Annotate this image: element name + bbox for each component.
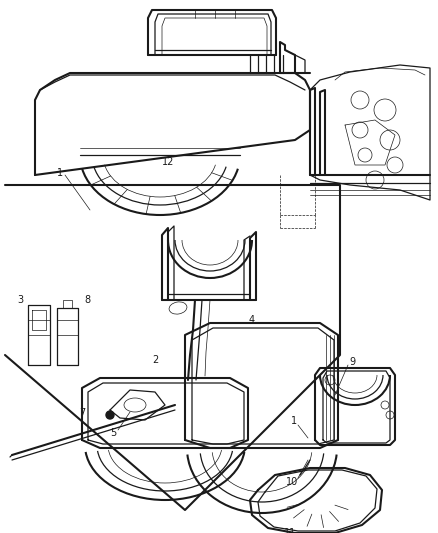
Text: 3: 3	[17, 295, 23, 305]
Text: 1: 1	[291, 416, 297, 426]
Text: 8: 8	[84, 295, 90, 305]
Text: 7: 7	[79, 408, 85, 418]
Text: 2: 2	[152, 355, 158, 365]
Text: 5: 5	[110, 428, 116, 438]
Text: 1: 1	[57, 168, 63, 178]
Text: 12: 12	[162, 157, 174, 167]
Circle shape	[106, 411, 114, 419]
Text: 4: 4	[249, 315, 255, 325]
Text: 10: 10	[286, 477, 298, 487]
Text: 9: 9	[349, 357, 355, 367]
Text: 11: 11	[284, 528, 296, 533]
